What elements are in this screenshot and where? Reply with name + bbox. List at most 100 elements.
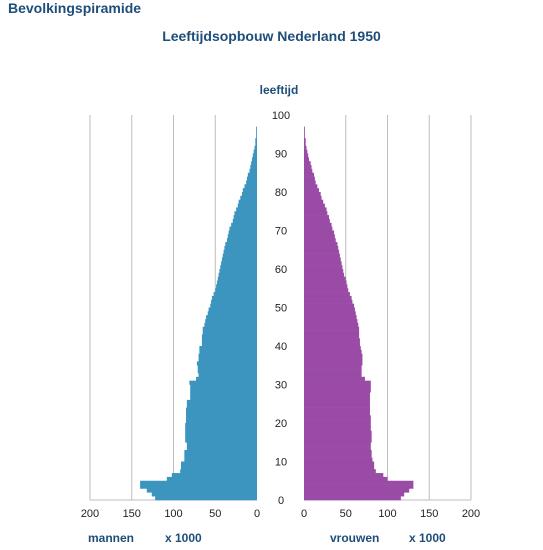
bar-mannen xyxy=(223,249,257,254)
y-tick-label: 40 xyxy=(275,341,287,353)
bar-mannen xyxy=(155,496,257,501)
bar-mannen xyxy=(217,276,257,281)
bar-vrouwen xyxy=(304,419,371,424)
bar-vrouwen xyxy=(304,438,372,443)
bar-mannen xyxy=(184,453,257,458)
bar-mannen xyxy=(228,230,257,235)
bar-vrouwen xyxy=(304,199,324,204)
bar-vrouwen xyxy=(304,215,330,220)
bar-vrouwen xyxy=(304,149,308,154)
x-tick-label: 150 xyxy=(420,508,438,520)
bar-vrouwen xyxy=(304,396,370,401)
tick-labels: 200 200 150 150 100 100 50 50 0 0 0 10 20 30 40 50 60 70 8… xyxy=(81,110,480,520)
bar-vrouwen xyxy=(304,326,360,331)
y-axis-label: leeftijd xyxy=(260,83,299,97)
bar-mannen xyxy=(227,234,257,239)
y-tick-label: 30 xyxy=(275,380,287,392)
bar-vrouwen xyxy=(304,392,370,397)
bar-mannen xyxy=(199,349,257,354)
bar-mannen xyxy=(184,449,257,455)
y-tick-label: 100 xyxy=(272,110,290,122)
bars-mannen xyxy=(140,126,257,501)
bar-vrouwen xyxy=(304,242,338,247)
bar-mannen xyxy=(201,342,257,347)
bar-vrouwen xyxy=(304,430,372,435)
bar-vrouwen xyxy=(304,272,345,277)
bar-vrouwen xyxy=(304,353,363,358)
bar-mannen xyxy=(207,311,257,316)
bar-vrouwen xyxy=(304,172,315,177)
bar-vrouwen xyxy=(304,384,371,389)
bar-mannen xyxy=(208,307,257,312)
bar-mannen xyxy=(256,126,257,131)
unit-label-right: x 1000 xyxy=(409,531,446,545)
bar-vrouwen xyxy=(304,130,305,135)
bar-vrouwen xyxy=(304,145,307,150)
bar-mannen xyxy=(231,222,257,227)
bar-vrouwen xyxy=(304,180,316,185)
bar-mannen xyxy=(254,145,257,150)
bar-mannen xyxy=(146,488,257,493)
bar-mannen xyxy=(186,415,257,420)
bar-vrouwen xyxy=(304,157,310,162)
x-tick-label: 0 xyxy=(301,508,307,520)
bar-mannen xyxy=(221,261,257,266)
bar-mannen xyxy=(237,203,257,208)
bar-vrouwen xyxy=(304,161,311,166)
y-tick-label: 20 xyxy=(275,418,287,430)
bar-vrouwen xyxy=(304,338,360,343)
bar-mannen xyxy=(211,299,257,304)
bar-mannen xyxy=(221,257,257,262)
bar-vrouwen xyxy=(304,245,339,251)
bar-mannen xyxy=(240,195,257,200)
bar-mannen xyxy=(225,242,257,247)
bar-mannen xyxy=(213,292,257,297)
bar-mannen xyxy=(190,396,257,401)
bar-vrouwen xyxy=(304,218,330,224)
bar-vrouwen xyxy=(304,303,355,308)
bar-mannen xyxy=(206,315,257,320)
bar-mannen xyxy=(216,280,257,285)
bar-vrouwen xyxy=(304,188,320,193)
bar-mannen xyxy=(196,361,257,366)
bar-vrouwen xyxy=(304,126,305,131)
bar-vrouwen xyxy=(304,407,370,412)
bar-mannen xyxy=(251,157,257,162)
bar-mannen xyxy=(210,303,257,308)
bar-vrouwen xyxy=(304,411,370,416)
bar-vrouwen xyxy=(304,380,371,385)
bar-vrouwen xyxy=(304,349,362,354)
bar-vrouwen xyxy=(304,376,365,381)
bar-vrouwen xyxy=(304,222,332,227)
bar-vrouwen xyxy=(304,334,360,339)
bar-vrouwen xyxy=(304,446,371,451)
bar-vrouwen xyxy=(304,449,372,455)
y-tick-label: 50 xyxy=(275,303,287,315)
bar-vrouwen xyxy=(304,469,376,474)
bar-vrouwen xyxy=(304,442,371,447)
bar-mannen xyxy=(189,380,257,385)
bar-vrouwen xyxy=(304,346,361,351)
bar-mannen xyxy=(151,492,257,497)
bar-vrouwen xyxy=(304,153,309,158)
bar-mannen xyxy=(252,153,257,158)
bar-vrouwen xyxy=(304,388,371,393)
bar-vrouwen xyxy=(304,203,325,208)
bar-vrouwen xyxy=(304,280,347,285)
bar-mannen xyxy=(186,411,257,416)
bar-mannen xyxy=(232,218,257,224)
bar-mannen xyxy=(249,168,257,174)
bar-mannen xyxy=(242,188,257,193)
bar-vrouwen xyxy=(304,257,341,262)
bar-vrouwen xyxy=(304,434,372,439)
bar-vrouwen xyxy=(304,195,322,200)
x-tick-label: 50 xyxy=(209,508,221,520)
bar-vrouwen xyxy=(304,372,362,378)
bar-vrouwen xyxy=(304,357,363,362)
bar-mannen xyxy=(198,353,257,358)
bar-mannen xyxy=(185,438,257,443)
bar-mannen xyxy=(201,338,257,343)
bar-mannen xyxy=(236,207,257,212)
bar-vrouwen xyxy=(304,342,360,347)
x-tick-label: 150 xyxy=(123,508,141,520)
